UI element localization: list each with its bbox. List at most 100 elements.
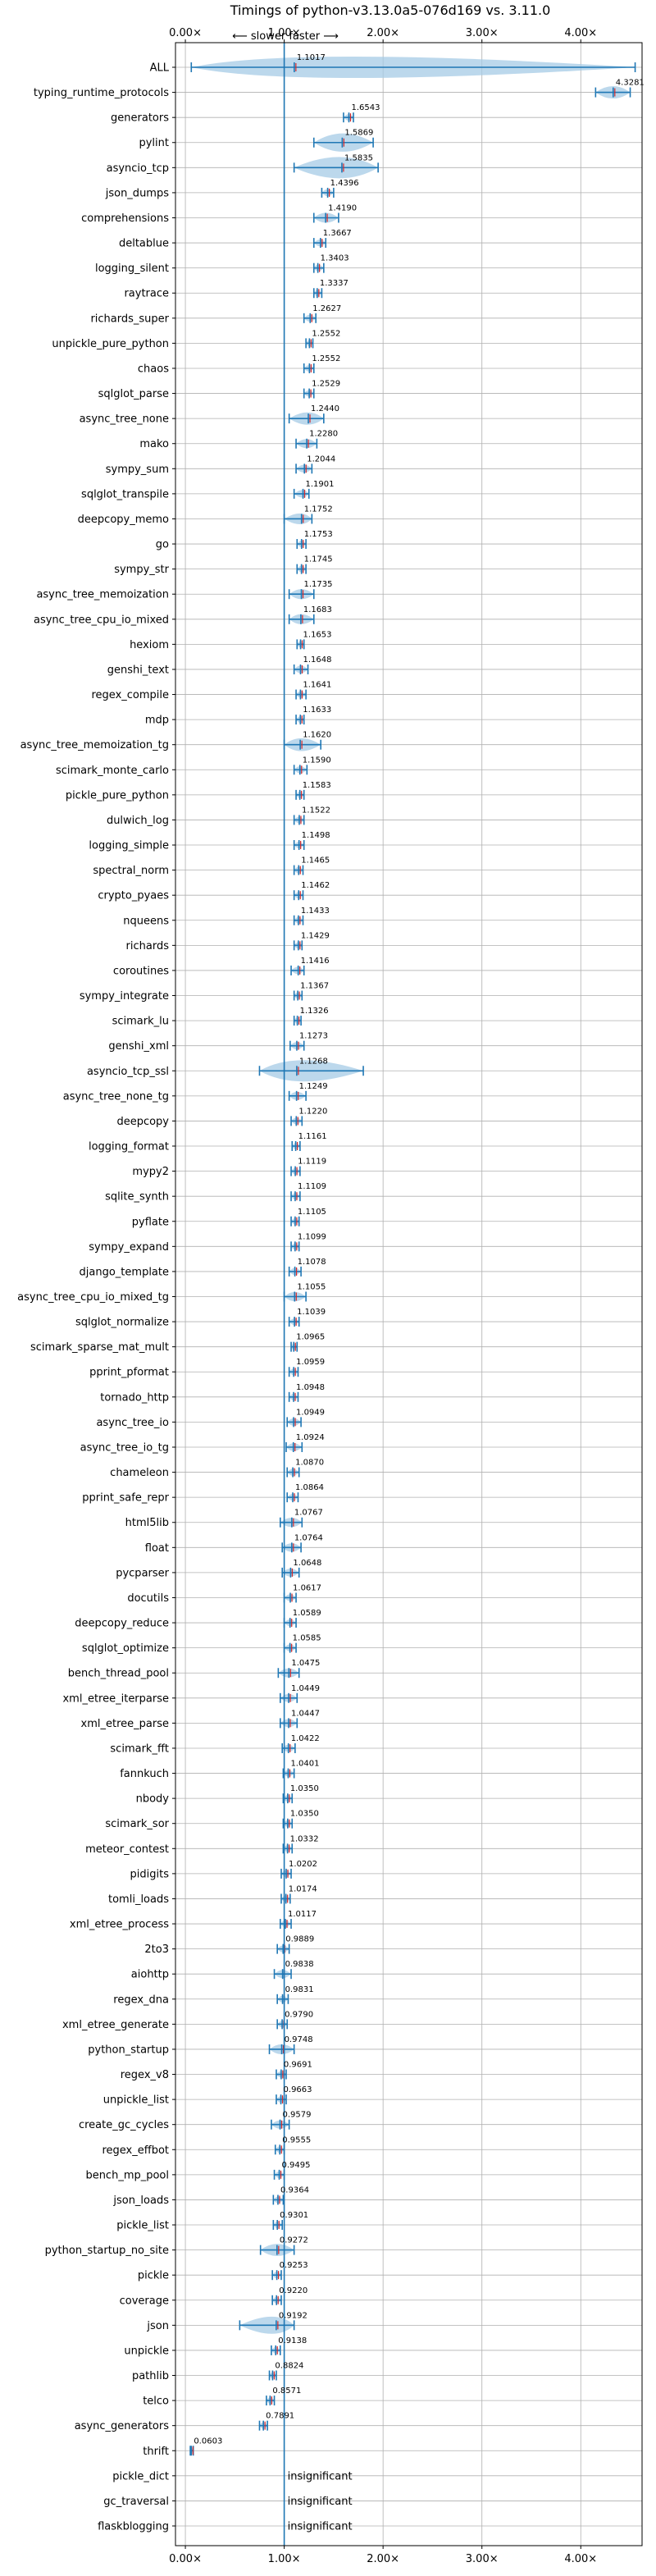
- value-label: 1.1105: [298, 1208, 326, 1217]
- category-label: json_dumps: [105, 187, 169, 199]
- category-label: chaos: [138, 363, 169, 375]
- value-label: 1.0948: [296, 1383, 325, 1392]
- category-label: create_gc_cycles: [79, 2119, 169, 2131]
- category-label: json_loads: [112, 2195, 169, 2207]
- value-label: 1.3403: [321, 254, 349, 263]
- value-label: 1.1119: [298, 1158, 326, 1167]
- value-label: 1.1249: [299, 1082, 328, 1091]
- value-label: 1.0965: [296, 1333, 325, 1342]
- value-label: 1.0447: [291, 1709, 320, 1718]
- value-label: 0.9220: [279, 2286, 308, 2295]
- value-label: 1.0864: [295, 1483, 324, 1492]
- value-label: 1.0202: [289, 1860, 317, 1869]
- value-label: 1.1683: [303, 605, 332, 614]
- value-label: 1.1220: [298, 1107, 327, 1116]
- category-label: sqlglot_parse: [98, 388, 169, 400]
- value-label: 0.0603: [194, 2437, 222, 2446]
- category-label: sympy_integrate: [80, 990, 169, 1003]
- category-label: pidigits: [130, 1868, 170, 1880]
- value-label: 0.9555: [282, 2135, 311, 2144]
- x-tick-label-bottom: 2.00×: [367, 2553, 399, 2565]
- category-label: aiohttp: [131, 1969, 169, 1981]
- category-label: sqlglot_normalize: [75, 1317, 169, 1329]
- category-label: deepcopy_memo: [78, 514, 169, 526]
- value-label: 1.1078: [298, 1258, 326, 1267]
- value-label: 1.1498: [302, 831, 330, 840]
- label-layer: 1.1017 4.3281 1.6543 1.5869 1.5835 1.4396 1.41…: [194, 53, 644, 2533]
- value-label: 1.1367: [300, 982, 329, 991]
- category-label: 2to3: [144, 1943, 169, 1956]
- value-label: 0.9253: [280, 2261, 308, 2270]
- category-label: nbody: [136, 1793, 170, 1806]
- value-label: 1.2529: [312, 380, 340, 389]
- category-label: xml_etree_parse: [81, 1718, 169, 1730]
- value-label: 1.0401: [290, 1760, 319, 1769]
- category-label: pprint_pformat: [89, 1367, 169, 1379]
- value-label: 1.4190: [328, 203, 357, 212]
- category-label: async_tree_io_tg: [80, 1441, 169, 1454]
- value-label: 1.3667: [323, 229, 352, 238]
- category-label: pylint: [139, 137, 169, 149]
- category-label: xml_etree_generate: [62, 2019, 169, 2031]
- value-label: 1.0332: [290, 1834, 319, 1843]
- category-label: pycparser: [116, 1567, 169, 1579]
- x-tick-label-top: 4.00×: [564, 27, 597, 39]
- chart-title: Timings of python-v3.13.0a5-076d169 vs. …: [230, 2, 551, 18]
- value-label: 1.1653: [303, 630, 332, 639]
- category-label: async_tree_cpu_io_mixed_tg: [17, 1291, 169, 1304]
- value-label: 1.1648: [303, 655, 331, 665]
- value-label: 0.8571: [272, 2386, 301, 2396]
- value-label: 1.1745: [304, 555, 333, 564]
- value-label: 1.1633: [303, 706, 331, 715]
- category-label: xml_etree_iterparse: [62, 1692, 169, 1705]
- value-label: 0.9790: [285, 2010, 313, 2019]
- value-label: 0.9495: [282, 2161, 311, 2170]
- category-label: deepcopy: [116, 1116, 169, 1128]
- value-label: 0.9663: [284, 2085, 312, 2094]
- x-tick-label-bottom: 3.00×: [466, 2553, 499, 2565]
- category-label: python_startup_no_site: [45, 2245, 169, 2257]
- category-label: pickle: [138, 2270, 169, 2282]
- category-label: async_tree_memoization_tg: [20, 739, 169, 751]
- value-label: 1.0870: [295, 1459, 324, 1468]
- value-label: 1.0764: [294, 1533, 323, 1542]
- category-label: thrift: [143, 2446, 169, 2458]
- category-label: regex_dna: [113, 1994, 169, 2006]
- category-label: scimark_sor: [105, 1818, 169, 1830]
- x-tick-label-bottom: 4.00×: [564, 2553, 597, 2565]
- category-label: tomli_loads: [108, 1893, 169, 1906]
- x-tick-label-top: 2.00×: [367, 27, 399, 39]
- plot-frame: [175, 42, 643, 2546]
- value-label: 0.9748: [285, 2035, 313, 2044]
- category-label: asyncio_tcp_ssl: [87, 1066, 169, 1078]
- value-label: 1.0350: [290, 1810, 319, 1819]
- category-label: regex_effbot: [102, 2144, 169, 2157]
- category-label: mdp: [145, 715, 169, 727]
- category-label: genshi_xml: [108, 1040, 169, 1053]
- axis-layer: 0.00× 0.00× 1.00× 1.00× 2.00× 2.00× 3.00× 3.00×…: [17, 27, 597, 2565]
- value-label: 1.1416: [301, 957, 330, 966]
- value-label: 0.9364: [280, 2185, 309, 2195]
- category-label: mako: [139, 438, 169, 450]
- category-label: pickle_pure_python: [66, 789, 169, 802]
- category-label: unpickle_pure_python: [52, 338, 169, 350]
- value-label: 0.9691: [284, 2061, 312, 2070]
- category-label: pprint_safe_repr: [82, 1492, 169, 1505]
- category-label: spectral_norm: [93, 865, 169, 877]
- violin-layer: [189, 57, 636, 2456]
- category-label: pyflate: [132, 1216, 169, 1228]
- category-label: gc_traversal: [103, 2496, 169, 2508]
- category-label: hexiom: [130, 639, 169, 651]
- category-label: sqlite_synth: [105, 1191, 169, 1204]
- value-label: 1.0585: [293, 1634, 321, 1643]
- value-label: 1.0589: [293, 1609, 321, 1618]
- category-label: async_tree_io: [96, 1417, 169, 1429]
- x-tick-label-top: 0.00×: [169, 27, 202, 39]
- category-label: genshi_text: [107, 664, 169, 676]
- value-label: 1.0767: [294, 1509, 323, 1518]
- category-label: unpickle_list: [103, 2094, 169, 2107]
- category-label: sympy_str: [114, 564, 169, 576]
- category-label: chameleon: [110, 1467, 169, 1479]
- category-label: async_tree_cpu_io_mixed: [34, 614, 169, 626]
